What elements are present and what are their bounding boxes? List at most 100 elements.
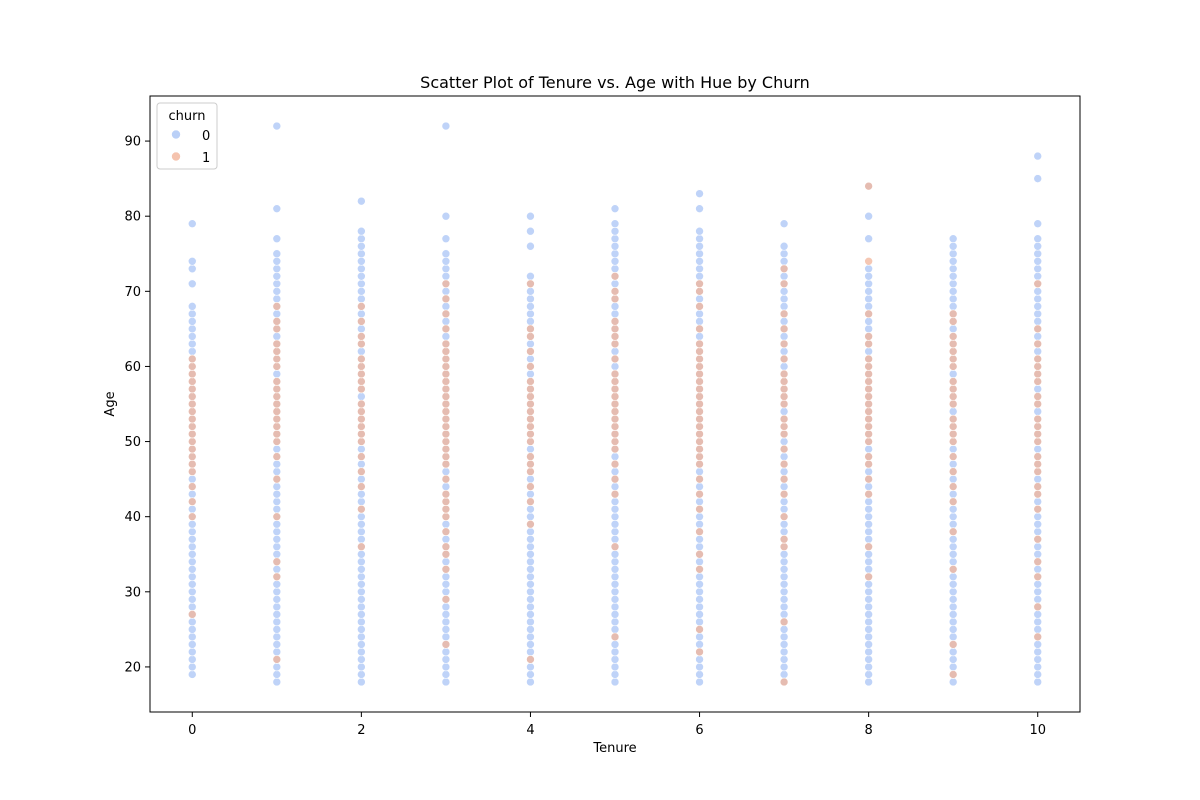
scatter-point-churn-0 — [864, 527, 873, 537]
scatter-point-churn-0 — [187, 587, 197, 597]
scatter-point-churn-1 — [695, 414, 704, 424]
scatter-point-churn-0 — [272, 640, 282, 649]
scatter-point-churn-1 — [272, 512, 282, 521]
scatter-point-churn-0 — [948, 595, 958, 604]
scatter-point-churn-0 — [864, 625, 873, 634]
scatter-point-churn-0 — [526, 241, 535, 251]
scatter-point-churn-1 — [864, 399, 873, 409]
scatter-point-churn-0 — [357, 527, 366, 537]
scatter-point-churn-1 — [526, 497, 535, 506]
scatter-point-churn-0 — [187, 279, 197, 289]
scatter-point-churn-0 — [187, 339, 197, 349]
scatter-point-churn-1 — [695, 399, 704, 409]
scatter-point-churn-1 — [864, 422, 873, 431]
scatter-point-churn-0 — [272, 489, 282, 499]
scatter-point-churn-1 — [187, 452, 197, 461]
scatter-point-churn-1 — [187, 369, 197, 379]
scatter-point-churn-0 — [187, 632, 197, 642]
scatter-point-churn-1 — [1033, 437, 1043, 446]
scatter-point-churn-0 — [526, 595, 535, 604]
scatter-point-churn-0 — [610, 362, 620, 371]
y-tick-label: 40 — [124, 510, 141, 525]
scatter-point-churn-0 — [272, 332, 282, 341]
scatter-point-churn-1 — [1033, 467, 1043, 476]
scatter-point-churn-0 — [357, 617, 366, 627]
scatter-point-churn-0 — [441, 121, 451, 131]
scatter-point-churn-0 — [441, 271, 451, 281]
scatter-point-churn-0 — [1033, 677, 1043, 687]
scatter-point-churn-0 — [357, 595, 366, 604]
scatter-point-churn-1 — [864, 362, 873, 371]
scatter-point-churn-1 — [441, 354, 451, 364]
scatter-point-churn-0 — [357, 444, 366, 454]
scatter-point-churn-0 — [948, 324, 958, 334]
scatter-point-churn-0 — [357, 489, 366, 499]
scatter-point-churn-0 — [864, 444, 873, 454]
scatter-point-churn-0 — [272, 249, 282, 259]
scatter-point-churn-0 — [357, 549, 366, 559]
scatter-point-churn-1 — [1033, 399, 1043, 409]
scatter-point-churn-1 — [441, 497, 451, 506]
scatter-point-churn-0 — [1033, 444, 1043, 454]
scatter-point-churn-1 — [779, 677, 789, 687]
scatter-point-churn-0 — [441, 617, 451, 627]
scatter-point-churn-0 — [526, 662, 535, 672]
scatter-point-churn-0 — [357, 677, 366, 687]
scatter-point-churn-1 — [779, 324, 789, 334]
scatter-point-churn-0 — [187, 347, 197, 356]
scatter-point-churn-0 — [779, 595, 789, 604]
scatter-point-churn-0 — [357, 564, 366, 574]
scatter-point-churn-0 — [357, 519, 366, 529]
scatter-point-churn-1 — [695, 324, 704, 334]
scatter-point-churn-1 — [610, 437, 620, 446]
scatter-point-churn-0 — [441, 519, 451, 529]
scatter-point-churn-0 — [779, 219, 789, 229]
scatter-point-churn-0 — [1033, 474, 1043, 484]
scatter-point-churn-1 — [695, 407, 704, 416]
scatter-point-churn-0 — [779, 602, 789, 612]
scatter-point-churn-0 — [526, 564, 535, 574]
plot-frame — [149, 95, 1081, 713]
scatter-point-churn-0 — [779, 647, 789, 657]
scatter-point-churn-0 — [779, 610, 789, 619]
scatter-point-churn-1 — [357, 429, 366, 439]
scatter-point-churn-0 — [187, 534, 197, 544]
scatter-point-churn-1 — [695, 527, 704, 537]
scatter-point-churn-0 — [695, 294, 704, 304]
scatter-point-churn-0 — [357, 324, 366, 334]
scatter-point-churn-0 — [441, 610, 451, 619]
scatter-point-churn-0 — [272, 287, 282, 296]
scatter-point-churn-1 — [357, 452, 366, 461]
scatter-point-churn-0 — [948, 549, 958, 559]
scatter-point-churn-0 — [526, 369, 535, 379]
scatter-point-churn-0 — [864, 655, 873, 664]
scatter-point-churn-0 — [441, 677, 451, 687]
scatter-point-churn-0 — [357, 572, 366, 582]
scatter-point-churn-1 — [864, 384, 873, 394]
scatter-point-churn-0 — [779, 332, 789, 341]
scatter-point-churn-1 — [695, 392, 704, 401]
scatter-point-churn-1 — [187, 459, 197, 469]
scatter-point-churn-1 — [526, 279, 535, 289]
scatter-point-churn-0 — [272, 595, 282, 604]
scatter-point-churn-1 — [526, 459, 535, 469]
scatter-point-churn-0 — [948, 662, 958, 672]
scatter-point-churn-0 — [441, 264, 451, 274]
scatter-point-churn-0 — [610, 564, 620, 574]
scatter-point-churn-1 — [1033, 354, 1043, 364]
scatter-point-churn-0 — [695, 271, 704, 281]
scatter-point-churn-0 — [864, 632, 873, 642]
plot-points — [187, 121, 1043, 687]
scatter-point-churn-0 — [441, 572, 451, 582]
scatter-point-churn-1 — [526, 392, 535, 401]
scatter-point-churn-0 — [1033, 332, 1043, 341]
scatter-point-churn-0 — [864, 519, 873, 529]
scatter-point-churn-1 — [272, 392, 282, 401]
scatter-point-churn-1 — [357, 504, 366, 514]
scatter-point-churn-1 — [187, 399, 197, 409]
scatter-point-churn-0 — [695, 512, 704, 521]
scatter-point-churn-1 — [610, 377, 620, 386]
scatter-point-churn-1 — [779, 264, 789, 274]
scatter-point-churn-1 — [187, 414, 197, 424]
scatter-point-churn-0 — [695, 234, 704, 244]
